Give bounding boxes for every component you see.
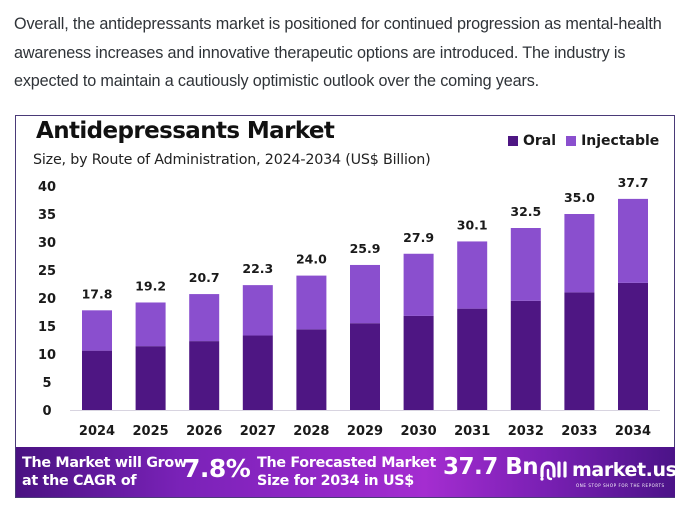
legend-label-oral: Oral — [523, 133, 557, 149]
y-tick-label: 5 — [42, 376, 51, 391]
bar-segment-oral — [242, 335, 273, 410]
bar-segment-injectable — [242, 285, 273, 336]
bar-segment-injectable — [82, 310, 112, 351]
cagr-caption: The Market will Grow at the CAGR of — [22, 455, 187, 490]
bar-segment-oral — [135, 346, 166, 410]
logo-name: market.us — [572, 458, 677, 481]
forecast-caption-line2: Size for 2034 in US$ — [257, 472, 414, 489]
x-tick-label: 2028 — [293, 424, 329, 439]
bar-segment-oral — [510, 300, 541, 410]
x-tick-label: 2029 — [347, 424, 383, 439]
bar-total-label: 25.9 — [350, 241, 381, 256]
bar-segment-injectable — [189, 294, 220, 342]
bar-segment-oral — [82, 350, 112, 410]
legend-item-oral: Oral — [508, 133, 556, 149]
x-tick-label: 2024 — [79, 424, 115, 439]
bar-segment-injectable — [350, 264, 380, 324]
market-us-logo: market.us ONE STOP SHOP FOR THE REPORTS — [539, 458, 677, 488]
bar-total-label: 17.8 — [82, 286, 113, 301]
y-tick-label: 0 — [42, 404, 51, 419]
forecast-caption: The Forecasted Market Size for 2034 in U… — [257, 455, 436, 490]
bar-segment-oral — [189, 341, 220, 410]
bar-segment-oral — [564, 292, 595, 410]
bar-segment-injectable — [403, 253, 434, 316]
bar-total-label: 20.7 — [189, 270, 220, 285]
legend-swatch-oral — [508, 136, 518, 146]
y-tick-label: 15 — [38, 320, 56, 335]
bar-total-label: 32.5 — [510, 204, 541, 219]
forecast-caption-line1: The Forecasted Market — [257, 455, 437, 471]
legend-swatch-injectable — [566, 136, 577, 146]
cagr-caption-line1: The Market will Grow — [22, 455, 187, 471]
y-tick-label: 40 — [38, 180, 56, 195]
bar-total-label: 37.7 — [618, 175, 649, 190]
chart-title: Antidepressants Market — [36, 118, 335, 144]
bar-segment-injectable — [457, 241, 488, 309]
x-tick-label: 2026 — [186, 424, 222, 439]
intro-paragraph: Overall, the antidepressants market is p… — [14, 15, 662, 90]
logo-tagline: ONE STOP SHOP FOR THE REPORTS — [576, 483, 665, 488]
y-tick-label: 10 — [38, 348, 56, 363]
bar-total-label: 22.3 — [242, 261, 273, 276]
market-us-logo-icon — [540, 461, 567, 481]
bar-segment-injectable — [510, 228, 541, 301]
x-tick-label: 2027 — [240, 424, 276, 439]
legend-item-injectable: Injectable — [566, 133, 659, 149]
chart-subtitle: Size, by Route of Administration, 2024-2… — [33, 152, 431, 168]
y-tick-label: 35 — [38, 208, 56, 223]
y-tick-label: 30 — [38, 236, 56, 251]
x-tick-label: 2034 — [615, 424, 651, 439]
chart-legend: Oral Injectable — [508, 133, 669, 149]
bar-segment-oral — [296, 329, 327, 410]
y-tick-label: 25 — [38, 264, 56, 279]
bar-total-label: 19.2 — [135, 278, 166, 293]
legend-label-injectable: Injectable — [581, 133, 660, 149]
bar-total-label: 30.1 — [457, 217, 488, 232]
bar-segment-injectable — [618, 198, 648, 283]
bar-total-label: 35.0 — [564, 190, 595, 205]
bar-segment-injectable — [564, 214, 595, 293]
cagr-value: 7.8% — [183, 454, 251, 483]
forecast-size-value: 37.7 Bn — [443, 454, 539, 480]
x-tick-label: 2031 — [454, 424, 490, 439]
bar-segment-injectable — [296, 275, 327, 330]
x-tick-label: 2032 — [508, 424, 544, 439]
bar-segment-oral — [350, 323, 380, 410]
x-tick-label: 2030 — [401, 424, 437, 439]
bar-segment-oral — [618, 282, 648, 410]
x-tick-label: 2033 — [561, 424, 597, 439]
bar-segment-injectable — [135, 302, 166, 347]
bar-segment-oral — [403, 315, 434, 410]
x-tick-label: 2025 — [133, 424, 169, 439]
bar-total-label: 24.0 — [296, 252, 327, 267]
bar-total-label: 27.9 — [403, 230, 434, 245]
cagr-caption-line2: at the CAGR of — [22, 472, 137, 489]
bar-segment-oral — [457, 308, 488, 410]
y-tick-label: 20 — [38, 292, 56, 307]
